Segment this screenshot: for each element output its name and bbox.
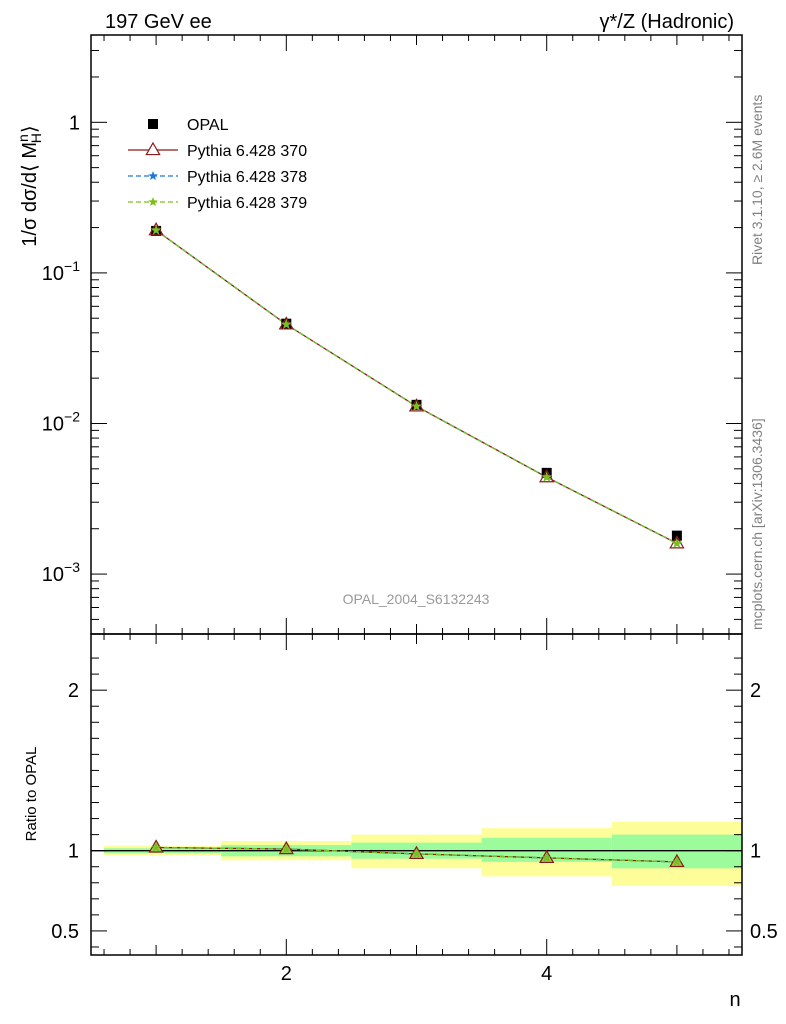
top-y-tick-label: 1	[69, 112, 80, 134]
analysis-watermark: OPAL_2004_S6132243	[343, 591, 490, 607]
top-y-tick-label: 10−2	[42, 408, 80, 435]
ratio-y-tick-label-right: 0.5	[750, 921, 778, 943]
title-right: γ*/Z (Hadronic)	[600, 11, 734, 33]
rivet-label: Rivet 3.1.10, ≥ 2.6M events	[749, 95, 765, 265]
tick-mantissa: 10	[42, 263, 64, 285]
x-tick-label: 4	[541, 963, 552, 985]
ratio-y-tick-label-right: 2	[750, 680, 761, 702]
ratio-point-pythia-379	[672, 857, 682, 866]
legend-label-3: Pythia 6.428 379	[187, 195, 307, 212]
top-y-tick-label: 10−1	[42, 258, 80, 285]
data-point-pythia-379	[150, 224, 162, 235]
tick-exponent: −1	[64, 258, 80, 274]
ratio-y-tick-label-right: 1	[750, 841, 761, 863]
mcplots-label: mcplots.cern.ch [arXiv:1306.3436]	[749, 418, 765, 630]
legend: OPAL Pythia 6.428 370 Pythia 6.428 378 Pyth…	[128, 117, 307, 212]
tick-exponent: −3	[64, 559, 80, 575]
series-line-1	[155, 229, 678, 544]
ratio-plot-frame	[90, 633, 743, 956]
data-point-pythia-379	[671, 537, 683, 548]
legend-marker-star	[148, 197, 158, 207]
ratio-y-tick-label: 2	[68, 680, 79, 702]
legend-marker-opal	[148, 119, 158, 129]
title-left: 197 GeV ee	[105, 11, 212, 33]
legend-marker-star	[148, 171, 158, 181]
ratio-point-pythia-379	[412, 849, 421, 858]
ratio-uncertainty-bands	[104, 821, 742, 886]
data-point-pythia-379	[281, 318, 292, 329]
legend-label-2: Pythia 6.428 378	[187, 169, 307, 186]
ratio-point-pythia-379	[282, 844, 291, 853]
ratio-point-pythia-379	[542, 853, 551, 862]
series-line-3	[155, 229, 678, 544]
x-axis-label: n	[729, 989, 740, 1011]
legend-marker-triangle	[145, 141, 161, 156]
series-line-2	[155, 229, 678, 544]
ratio-point-pythia-379	[151, 842, 161, 852]
top-ylabel: 1/σ dσ/d⟨ MnH⟩	[15, 125, 44, 246]
ratio-y-tick-label: 0.5	[51, 921, 79, 943]
tick-mantissa: 10	[42, 564, 64, 586]
x-tick-label: 2	[281, 963, 292, 985]
ratio-ylabel: Ratio to OPAL	[23, 747, 40, 842]
ratio-y-tick-label: 1	[68, 841, 79, 863]
data-point-pythia-379	[541, 471, 552, 482]
legend-label-0: OPAL	[187, 117, 229, 134]
data-point-pythia-379	[411, 400, 422, 411]
legend-label-1: Pythia 6.428 370	[187, 143, 307, 160]
tick-mantissa: 10	[42, 413, 64, 435]
top-y-tick-label: 10−3	[42, 559, 80, 586]
tick-mantissa: 1	[69, 112, 80, 134]
tick-exponent: −2	[64, 408, 80, 424]
